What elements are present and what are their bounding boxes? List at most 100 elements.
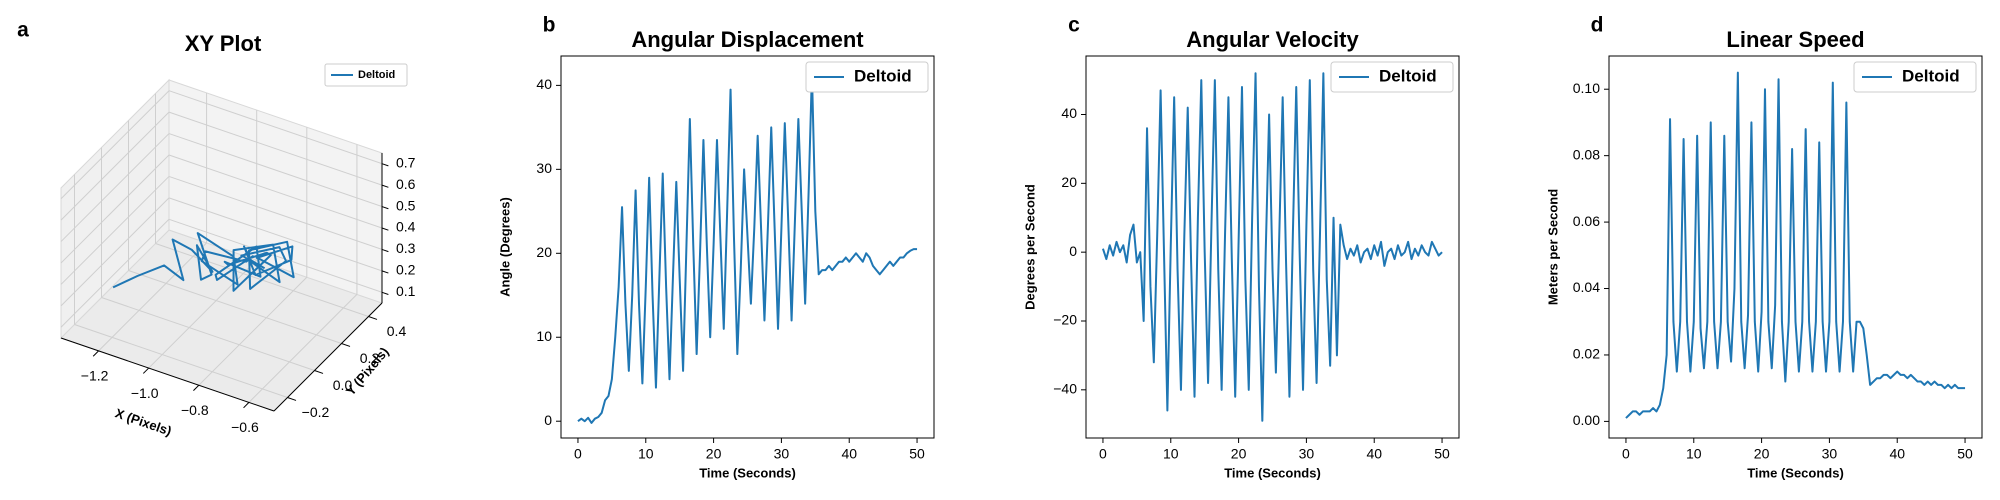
grid-line <box>60 218 170 328</box>
z-tick-label: 0.1 <box>396 283 416 299</box>
x-tick-label: 30 <box>1822 446 1838 462</box>
y-tick-label: −0.2 <box>302 404 330 420</box>
data-line-3d <box>112 232 295 292</box>
chart-title: Linear Speed <box>1726 27 1864 52</box>
grid-line <box>60 111 170 221</box>
x-tick-label: 30 <box>1299 446 1315 462</box>
z-tick <box>381 227 389 231</box>
legend-label: Deltoid <box>1902 66 1960 85</box>
axes-frame <box>560 55 935 439</box>
grid-line <box>74 324 288 398</box>
x-tick <box>243 402 250 409</box>
grid-line <box>60 197 170 307</box>
x-tick-label: 10 <box>638 446 654 462</box>
x-tick <box>193 384 200 391</box>
z-tick-label: 0.5 <box>396 197 416 213</box>
z-tick <box>381 206 389 210</box>
y-tick-label: 0.04 <box>1573 279 1600 295</box>
legend-box <box>1330 61 1454 93</box>
y-tick-label: 0.10 <box>1573 80 1600 96</box>
y-tick-label: 40 <box>536 76 552 92</box>
y-tick <box>314 370 324 374</box>
panel-label: a <box>17 19 29 42</box>
x-tick-label: 40 <box>1366 446 1382 462</box>
x-tick-label: 50 <box>1957 446 1973 462</box>
x-tick-label: 10 <box>1686 446 1702 462</box>
grid-line <box>60 133 170 242</box>
x-tick-label: 40 <box>1889 446 1905 462</box>
y-tick-label: 0 <box>1069 243 1077 259</box>
x-tick-label: 50 <box>909 446 925 462</box>
y-tick-label: 0.2 <box>360 350 380 366</box>
grid-line <box>148 259 258 369</box>
y-tick <box>368 316 378 320</box>
y-tick-label: 20 <box>536 244 552 260</box>
x-tick-label: −1.0 <box>131 385 159 401</box>
y-tick <box>341 343 351 347</box>
z-tick <box>381 270 389 274</box>
y-tick-label: 0.08 <box>1573 146 1600 162</box>
x-tick-label: 0 <box>574 446 582 462</box>
axes-frame <box>1608 55 1983 439</box>
x-axis <box>60 337 275 412</box>
chart-title: XY Plot <box>185 31 262 56</box>
legend-box <box>805 61 929 93</box>
z-tick-label: 0.4 <box>396 219 416 235</box>
y-tick-label: −40 <box>1053 381 1077 397</box>
grid-line <box>168 175 383 250</box>
y-axis-label: Angle (Degrees) <box>497 197 512 297</box>
y-tick-label: 10 <box>536 328 552 344</box>
x-tick-label: −0.8 <box>181 402 209 418</box>
y-tick-label: 0.00 <box>1573 412 1600 428</box>
z-tick <box>381 184 389 188</box>
x-tick <box>142 367 150 374</box>
grid-line <box>128 270 342 344</box>
x-axis-label: Time (Seconds) <box>1747 465 1844 480</box>
grid-line <box>168 154 383 229</box>
x-tick-label: 30 <box>774 446 790 462</box>
y-tick-label: 20 <box>1061 174 1077 190</box>
x-tick-label: 10 <box>1163 446 1179 462</box>
legend-box <box>324 63 408 87</box>
y-tick-label: −20 <box>1053 312 1077 328</box>
x-tick-label: 20 <box>1754 446 1770 462</box>
grid-line <box>98 242 207 352</box>
z-tick <box>381 291 389 295</box>
y-tick-label: 0.4 <box>387 323 407 339</box>
z-tick-label: 0.3 <box>396 240 416 256</box>
grid-line <box>60 176 170 285</box>
x-tick-label: 20 <box>1231 446 1247 462</box>
grid-line <box>60 154 170 264</box>
data-line <box>577 71 918 424</box>
y-axis-label: Degrees per Second <box>1022 184 1037 310</box>
z-tick-label: 0.2 <box>396 262 416 278</box>
grid-line <box>168 111 383 186</box>
x-tick-label: 0 <box>1622 446 1630 462</box>
y-tick-label: 40 <box>1061 105 1077 121</box>
grid-line <box>168 197 383 272</box>
y-tick-label: 0.06 <box>1573 213 1600 229</box>
x-axis-label: Time (Seconds) <box>699 465 796 480</box>
legend-box <box>1853 61 1977 93</box>
z-tick-label: 0.7 <box>396 154 416 170</box>
chart-title: Angular Displacement <box>631 27 864 52</box>
x-axis-label: X (Pixels) <box>113 405 173 438</box>
x-tick-label: −1.2 <box>81 368 109 384</box>
legend-label: Deltoid <box>1379 66 1437 85</box>
chart-title: Angular Velocity <box>1186 27 1359 52</box>
data-line <box>1625 71 1966 419</box>
grid-line <box>101 297 315 371</box>
y-tick-label: 30 <box>536 160 552 176</box>
legend-label: Deltoid <box>854 66 912 85</box>
y-tick-label: 0 <box>544 412 552 428</box>
y-tick <box>287 397 297 401</box>
data-line <box>1102 72 1443 422</box>
x-axis-label: Time (Seconds) <box>1224 465 1321 480</box>
y-axis <box>273 302 383 412</box>
panel-label: b <box>543 14 556 37</box>
y-tick-label: 0.0 <box>333 377 353 393</box>
grid-line <box>168 90 383 165</box>
legend-label: Deltoid <box>358 69 395 81</box>
